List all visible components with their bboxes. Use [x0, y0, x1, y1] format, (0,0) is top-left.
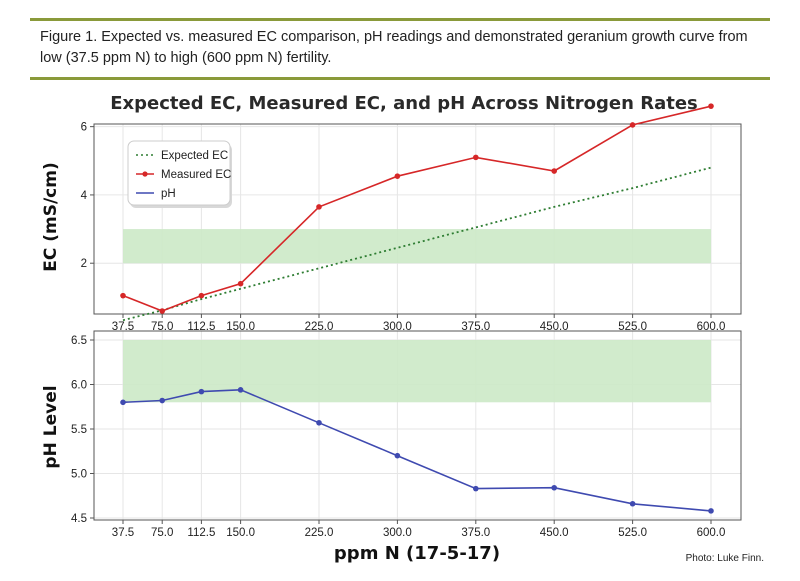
- ec-x-tick-label: 225.0: [305, 321, 334, 333]
- ec-panel: 2 4 6 37.5 75.0 112.5 150.0 225.0 300.0 375.0 450.…: [81, 103, 742, 333]
- ph-x-tick-label: 150.0: [226, 527, 255, 539]
- legend-label: pH: [161, 188, 176, 200]
- ph-y-tick-label: 5.5: [71, 424, 87, 436]
- photo-credit: Photo: Luke Finn.: [685, 553, 764, 564]
- ph-x-tick-label: 600.0: [697, 527, 726, 539]
- ec-x-tick-label: 300.0: [383, 321, 412, 333]
- ph-x-tick-label: 112.5: [187, 527, 215, 539]
- ph-x-tick-label: 525.0: [618, 527, 647, 539]
- ph-y-axis-label: pH Level: [41, 385, 61, 468]
- ph-series-ph-point: [237, 387, 244, 393]
- x-axis-label: ppm N (17-5-17): [334, 543, 500, 564]
- ec-x-tick-label: 112.5: [187, 321, 215, 333]
- ec-y-tick-label: 2: [81, 258, 87, 270]
- ph-series-ph-point: [629, 500, 636, 507]
- bottom-rule: [30, 77, 770, 80]
- ec-series-measured-ec-point: [316, 204, 322, 210]
- ph-y-tick-label: 5.0: [71, 469, 87, 481]
- ec-y-axis-label: EC (mS/cm): [41, 162, 61, 272]
- ph-series-ph-line: [122, 388, 712, 512]
- ec-series-measured-ec-point: [473, 154, 479, 161]
- ec-y-tick-label: 6: [81, 122, 87, 134]
- ph-x-tick-label: 75.0: [151, 527, 173, 539]
- ec-series-measured-ec-point: [629, 122, 636, 128]
- figure-caption: Figure 1. Expected vs. measured EC compa…: [40, 29, 748, 66]
- ec-series-measured-ec-line: [122, 105, 712, 312]
- ec-series-measured-ec-point: [198, 292, 205, 299]
- ec-series-measured-ec-point: [708, 103, 714, 109]
- legend-label: Expected EC: [161, 150, 228, 162]
- ph-x-tick-label: 225.0: [305, 527, 334, 539]
- ph-x-tick-label: 37.5: [112, 527, 134, 539]
- ec-series-expected-ec-line: [122, 166, 712, 322]
- ph-x-tick-label: 375.0: [461, 527, 490, 539]
- ec-series-measured-ec-point: [159, 308, 165, 314]
- ph-y-tick-label: 4.5: [71, 513, 87, 525]
- ph-series-ph-point: [159, 397, 165, 404]
- legend-marker: [142, 171, 148, 177]
- top-rule: [30, 18, 770, 21]
- ph-target-band: [123, 340, 711, 403]
- ec-series-measured-ec-point: [551, 168, 557, 174]
- ph-series-ph-point: [473, 485, 479, 492]
- ec-series-measured-ec-point: [237, 280, 244, 287]
- ph-series-ph-point: [120, 399, 126, 406]
- ph-series-ph-point: [551, 484, 557, 491]
- ec-x-tick-label: 150.0: [226, 321, 255, 333]
- ph-y-tick-label: 6.0: [71, 380, 87, 392]
- legend-label: Measured EC: [161, 169, 231, 181]
- ec-target-band: [123, 229, 711, 264]
- ph-series-ph-point: [198, 388, 205, 395]
- ec-x-tick-label: 600.0: [697, 321, 726, 333]
- ec-x-tick-label: 37.5: [112, 321, 134, 333]
- ec-series-measured-ec-point: [120, 292, 126, 299]
- ec-series-measured-ec-point: [394, 173, 401, 179]
- ph-series-ph-point: [394, 452, 401, 459]
- ec-x-tick-label: 375.0: [461, 321, 490, 333]
- ph-panel: 4.5 5.0 5.5 6.0 6.5 37.5 75.0 112.5 150.0 225.0 30…: [71, 330, 742, 539]
- ph-series-ph-point: [316, 419, 322, 426]
- ec-x-tick-label: 75.0: [151, 321, 173, 333]
- ec-x-tick-label: 525.0: [618, 321, 647, 333]
- ec-y-tick-label: 4: [81, 190, 88, 202]
- chart-title: Expected EC, Measured EC, and pH Across …: [110, 93, 698, 114]
- ec-plot-frame: [93, 123, 742, 315]
- ph-y-tick-label: 6.5: [71, 335, 87, 347]
- ph-x-tick-label: 450.0: [540, 527, 569, 539]
- ec-x-tick-label: 450.0: [540, 321, 569, 333]
- ph-series-ph-point: [708, 508, 714, 514]
- legend-box: [127, 140, 231, 206]
- ph-plot-frame: [93, 330, 742, 521]
- ph-x-tick-label: 300.0: [383, 527, 412, 539]
